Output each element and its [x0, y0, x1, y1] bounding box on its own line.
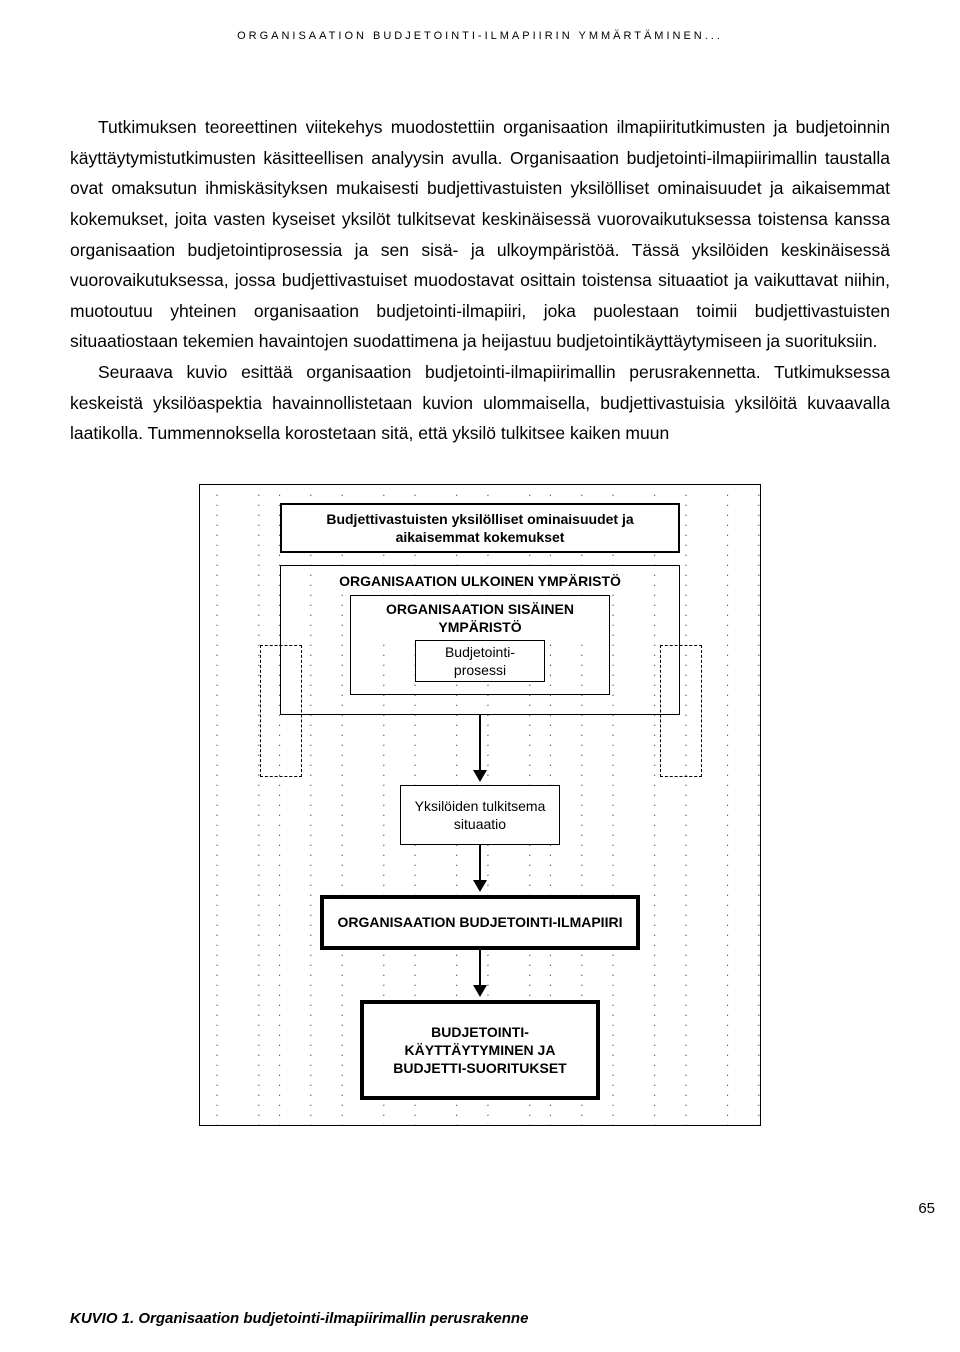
box-individual-attributes: Budjettivastuisten yksilölliset ominaisu… [280, 503, 680, 553]
page-number: 65 [918, 1200, 935, 1217]
box-outer-env-label: ORGANISAATION ULKOINEN YMPÄRISTÖ [335, 572, 625, 590]
arrow-2 [473, 880, 487, 892]
paragraph-2-text: Seuraava kuvio esittää organisaation bud… [70, 362, 890, 443]
arrow-line-1 [479, 715, 481, 770]
arrow-3 [473, 985, 487, 997]
figure-caption: KUVIO 1. Organisaation budjetointi-ilmap… [70, 1310, 528, 1327]
paragraph-1: Tutkimuksen teoreettinen viitekehys muod… [70, 112, 890, 357]
dash-connector-right [660, 645, 702, 777]
box-behaviour-outcomes: BUDJETOINTI-KÄYTTÄYTYMINEN JA BUDJETTI-S… [360, 1000, 600, 1100]
box-interpreted-situation: Yksilöiden tulkitsema situaatio [400, 785, 560, 845]
box-budgeting-process: Budjetointi-prosessi [415, 640, 545, 682]
arrow-line-3 [479, 950, 481, 985]
arrow-1 [473, 770, 487, 782]
box-budgeting-climate: ORGANISAATION BUDJETOINTI-ILMAPIIRI [320, 895, 640, 950]
paragraph-2: Seuraava kuvio esittää organisaation bud… [70, 357, 890, 449]
arrow-line-2 [479, 845, 481, 880]
paragraph-1-text: Tutkimuksen teoreettinen viitekehys muod… [70, 117, 890, 351]
running-header: ORGANISAATION BUDJETOINTI-ILMAPIIRIN YMM… [70, 30, 890, 42]
diagram: . . . . . . . . . . . . . . . . . . . . … [199, 484, 761, 1126]
dash-connector-left [260, 645, 302, 777]
box-inner-env-label: ORGANISAATION SISÄINEN YMPÄRISTÖ [357, 600, 603, 636]
